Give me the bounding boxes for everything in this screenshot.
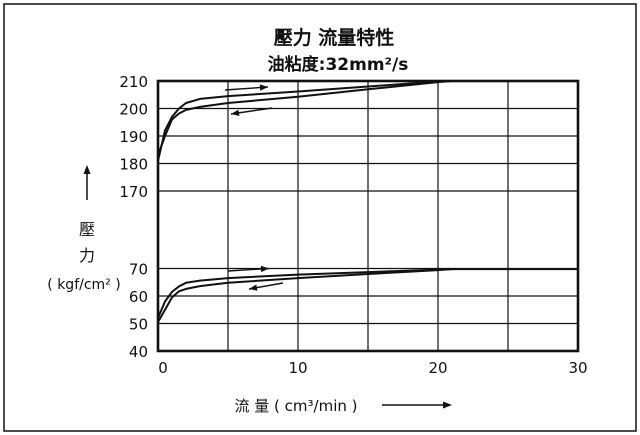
- x-axis-label: 流 量 ( cm³/min ): [235, 397, 452, 415]
- y-axis-label-line1: 壓: [79, 220, 95, 239]
- x-tick-label: 20: [428, 359, 447, 377]
- arrow-lower-decreasing: [248, 282, 284, 291]
- y-tick-label: 180: [119, 156, 148, 174]
- plot-frame: [156, 79, 580, 353]
- x-tick-label: 30: [568, 359, 587, 377]
- y-tick-label: 70: [129, 261, 148, 279]
- y-axis-label-line2: 力: [79, 246, 95, 265]
- arrow-upper-decreasing: [230, 107, 273, 117]
- series-line-4: [157, 268, 453, 323]
- series-line-2: [157, 80, 453, 156]
- y-tick-label: 210: [119, 73, 148, 91]
- y-tick-label: 40: [129, 343, 148, 361]
- x-axis-label-text: 流 量 ( cm³/min ): [235, 397, 358, 415]
- series-line-1: [157, 80, 453, 162]
- x-axis-arrow-head: [443, 401, 452, 409]
- y-tick-label: 50: [129, 316, 148, 334]
- direction-arrows: [224, 84, 284, 291]
- chart-title: 壓力 流量特性: [274, 26, 395, 49]
- arrow-lower-increasing: [227, 265, 270, 273]
- x-tick-labels: 0 10 20 30: [158, 359, 587, 377]
- y-tick-labels: 40 50 60 70 170 180 190 200 210: [119, 73, 148, 361]
- chart-subtitle: 油粘度:32mm²/s: [268, 54, 409, 75]
- x-tick-label: 10: [288, 359, 307, 377]
- series-lines: [157, 80, 578, 323]
- outer-frame: [3, 3, 637, 432]
- x-tick-label: 0: [158, 359, 168, 377]
- y-tick-label: 190: [119, 128, 148, 146]
- y-tick-label: 170: [119, 183, 148, 201]
- y-tick-label: 200: [119, 101, 148, 119]
- y-tick-label: 60: [129, 288, 148, 306]
- y-axis-label: 壓 力 ( kgf/cm² ): [47, 165, 121, 293]
- y-axis-label-unit: ( kgf/cm² ): [47, 277, 120, 293]
- arrow-upper-increasing: [224, 84, 269, 91]
- y-axis-arrow-head: [83, 165, 91, 174]
